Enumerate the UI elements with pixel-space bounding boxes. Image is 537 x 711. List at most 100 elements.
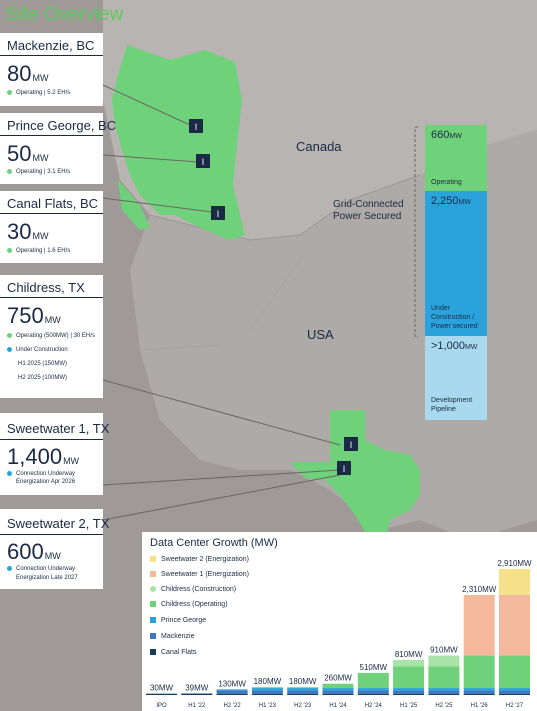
power-operating-segment: 660MW Operating (425, 125, 487, 191)
site-capacity: 750MW (7, 303, 61, 328)
site-card-childress[interactable]: Childress, TX 750MW Operating (500MW) | … (0, 275, 103, 398)
bar-segment (393, 693, 425, 695)
bar-segment (463, 690, 495, 694)
bar-total-label: 180MW (254, 677, 282, 686)
bar-segment (393, 659, 425, 667)
site-capacity: 30MW (7, 219, 49, 244)
x-tick-label: IPO (156, 703, 167, 709)
texas-region (290, 410, 420, 540)
site-name: Sweetwater 2, TX (7, 516, 110, 531)
bar-total-label: 2,310MW (462, 585, 497, 594)
bar-total-label: 510MW (360, 663, 388, 672)
site-capacity: 1,400MW (7, 444, 80, 469)
divider (0, 297, 103, 298)
bar-segment (322, 683, 354, 689)
site-substatus: H2 2025 (100MW) (18, 375, 68, 381)
canada-label: Canada (296, 139, 342, 154)
data-center-growth-chart: Data Center Growth (MW) Sweetwater 2 (En… (142, 532, 537, 711)
bar-segment (322, 688, 354, 691)
x-tick-label: H1 '22 (188, 703, 206, 709)
site-status-construction: Under Construction (7, 347, 68, 353)
site-capacity: 80MW (7, 61, 49, 86)
site-status: Operating | 1.6 EH/s (7, 248, 70, 254)
x-tick-label: H2 '23 (294, 703, 312, 709)
bar-segment (181, 693, 213, 695)
site-status: Connection Underway (7, 471, 75, 477)
bar-segment (428, 655, 460, 667)
bar-segment (499, 594, 530, 656)
power-pipeline-segment: >1,000MW Development Pipeline (425, 336, 487, 420)
divider (0, 135, 103, 136)
bar-segment (463, 693, 495, 695)
chart-bars: 30MW IPO 39MW H1 '22 130MW H2 '22 180MW H1 '23 1… (146, 559, 532, 709)
site-status: Operating | 5.2 EH/s (7, 90, 70, 96)
bar-segment (428, 688, 460, 691)
bar-segment (499, 655, 530, 689)
legend-sweetwater-2: Sweetwater 2 (Energization) (150, 556, 249, 563)
site-card-canal-flats[interactable]: Canal Flats, BC 30MW Operating | 1.6 EH/… (0, 191, 103, 263)
marker-childress-icon[interactable]: I (344, 437, 358, 451)
chart-title: Data Center Growth (MW) (150, 537, 278, 549)
site-status: Operating (500MW) | 30 EH/s (7, 333, 95, 339)
site-name: Sweetwater 1, TX (7, 421, 110, 436)
marker-mackenzie-icon[interactable]: I (189, 119, 203, 133)
site-status: Connection Underway (7, 566, 75, 572)
bar-segment (287, 688, 319, 691)
bar-segment (216, 690, 248, 694)
bar-segment (428, 666, 460, 689)
site-card-prince-george[interactable]: Prince George, BC 50MW Operating | 3.1 E… (0, 113, 116, 184)
site-name: Childress, TX (7, 280, 85, 295)
bar-segment (322, 690, 354, 694)
site-substatus: H1 2025 (150MW) (18, 361, 68, 367)
bar-segment (216, 689, 248, 691)
bar-segment (393, 690, 425, 694)
divider (0, 439, 103, 440)
svg-text:I: I (343, 464, 346, 474)
bar-total-label: 260MW (324, 674, 352, 683)
bar-segment (499, 690, 530, 694)
divider (0, 55, 103, 56)
site-status-line2: Energization Late 2027 (16, 575, 78, 581)
svg-text:I: I (202, 157, 205, 167)
site-card-sweetwater-1[interactable]: Sweetwater 1, TX 1,400MW Connection Unde… (0, 413, 109, 495)
divider (0, 534, 103, 535)
site-capacity: 600MW (7, 539, 61, 564)
bar-segment (357, 693, 389, 695)
bar-total-label: 2,910MW (497, 559, 532, 568)
grid-connected-label: Grid-Connected Power Secured (333, 199, 404, 222)
x-tick-label: H1 '26 (471, 703, 489, 709)
bar-segment (463, 688, 495, 691)
x-tick-label: H1 '25 (400, 703, 418, 709)
bar-segment (287, 693, 319, 695)
legend-sweetwater-1: Sweetwater 1 (Energization) (150, 571, 249, 578)
site-capacity: 50MW (7, 141, 49, 166)
marker-canal-flats-icon[interactable]: I (211, 206, 225, 220)
usa-label: USA (307, 327, 334, 342)
x-tick-label: H1 '24 (329, 703, 347, 709)
bar-segment (216, 693, 248, 695)
site-card-sweetwater-2[interactable]: Sweetwater 2, TX 600MW Connection Underw… (0, 509, 109, 589)
bar-total-label: 130MW (218, 679, 246, 688)
bar-segment (287, 687, 319, 689)
page-title: Site Overview (6, 4, 124, 25)
marker-prince-george-icon[interactable]: I (196, 154, 210, 168)
site-card-mackenzie[interactable]: Mackenzie, BC 80MW Operating | 5.2 EH/s (0, 33, 103, 106)
bar-segment (428, 693, 460, 695)
bar-segment (251, 687, 283, 689)
marker-sweetwater-icon[interactable]: I (337, 461, 351, 475)
bar-segment (499, 688, 530, 691)
bar-segment (463, 594, 495, 656)
bar-segment (393, 666, 425, 689)
bar-segment (463, 655, 495, 689)
site-name: Prince George, BC (7, 118, 117, 133)
x-tick-label: H1 '23 (259, 703, 277, 709)
bar-total-label: 180MW (289, 677, 317, 686)
bar-segment (287, 690, 319, 694)
x-tick-label: H2 '25 (435, 703, 453, 709)
bar-total-label: 810MW (395, 650, 423, 659)
x-tick-label: H2 '27 (506, 703, 524, 709)
bar-segment (393, 688, 425, 691)
bar-total-label: 910MW (430, 646, 458, 655)
bar-total-label: 30MW (150, 684, 174, 693)
legend-childress-construction: Childress (Construction) (150, 586, 236, 593)
